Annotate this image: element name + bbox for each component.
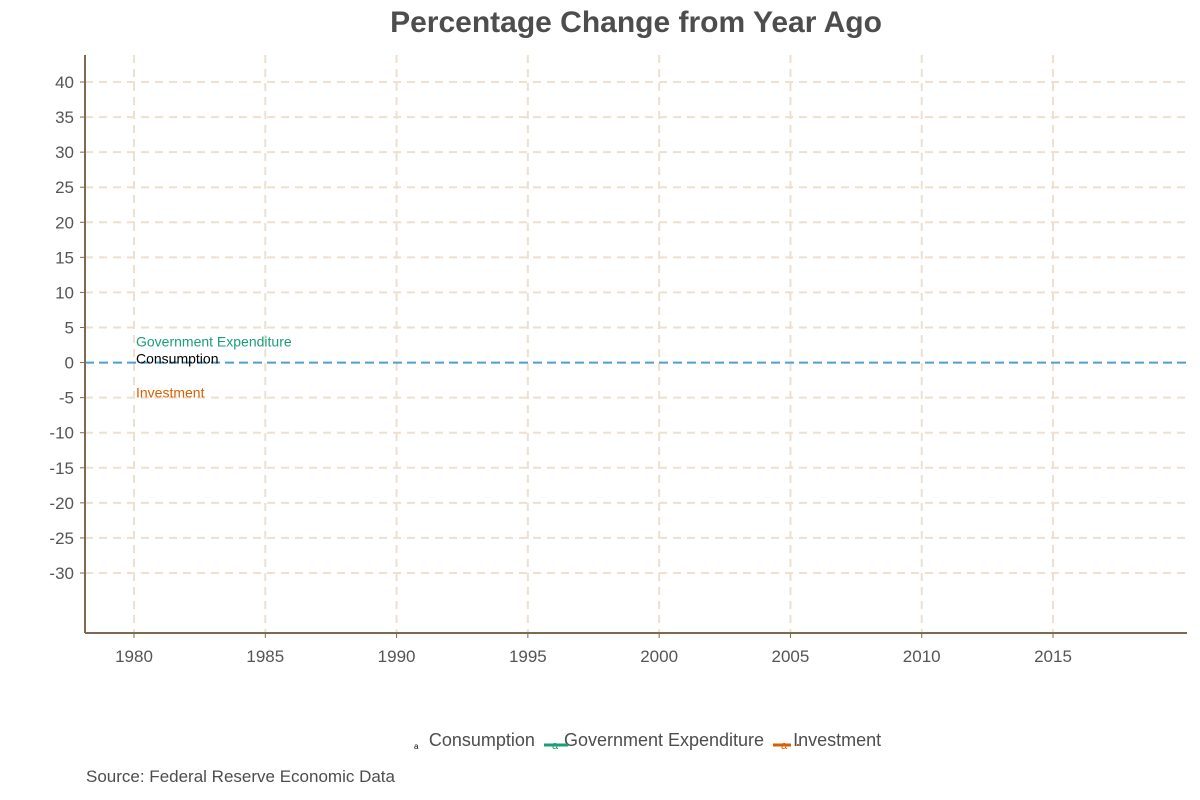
y-tick-label: -5 (59, 389, 74, 408)
svg-text:a: a (552, 740, 559, 751)
y-tick-label: -20 (49, 494, 74, 513)
svg-text:a: a (414, 742, 419, 751)
y-tick-label: 10 (55, 283, 74, 302)
y-tick-label: 15 (55, 248, 74, 267)
x-tick-label: 1985 (246, 647, 284, 666)
legend-label-government-expenditure: Government Expenditure (563, 730, 765, 750)
annotation-label: Investment (136, 385, 205, 401)
y-tick-label: 40 (55, 73, 74, 92)
y-tick-label: -30 (49, 564, 74, 583)
y-tick-label: 25 (55, 178, 74, 197)
y-tick-label: 30 (55, 143, 74, 162)
y-tick-label: -25 (49, 529, 74, 548)
legend-item-investment: a Investment (773, 730, 882, 752)
x-tick-label: 2010 (903, 647, 941, 666)
y-tick-label: -10 (49, 424, 74, 443)
x-tick-label: 1995 (509, 647, 547, 666)
y-tick-label: 5 (65, 319, 74, 338)
x-tick-label: 2015 (1034, 647, 1072, 666)
x-tick-label: 2005 (772, 647, 810, 666)
legend-item-consumption: a Consumption (409, 730, 535, 751)
y-tick-label: -15 (49, 459, 74, 478)
grid-lines (85, 55, 1187, 633)
annotation-label: Government Expenditure (136, 334, 292, 350)
y-tick-label: 20 (55, 213, 74, 232)
chart-title: Percentage Change from Year Ago (390, 6, 882, 39)
investment-legend-key: a (773, 735, 800, 752)
x-tick-label: 2000 (640, 647, 678, 666)
legend: a Consumption a Government Expenditure a… (0, 730, 1200, 756)
government-expenditure-legend-key: a (543, 735, 568, 752)
consumption-legend-key: a (409, 735, 427, 751)
y-tick-label: 0 (65, 354, 74, 373)
y-tick-label: 35 (55, 108, 74, 127)
svg-text:a: a (781, 740, 788, 751)
legend-label-consumption: Consumption (428, 730, 535, 750)
x-tick-label: 1980 (115, 647, 153, 666)
source-caption: Source: Federal Reserve Economic Data (86, 767, 395, 786)
legend-item-government-expenditure: a Government Expenditure (543, 730, 765, 752)
annotation-label: Consumption (136, 350, 219, 366)
x-tick-label: 1990 (378, 647, 416, 666)
legend-label-investment: Investment (793, 730, 882, 750)
